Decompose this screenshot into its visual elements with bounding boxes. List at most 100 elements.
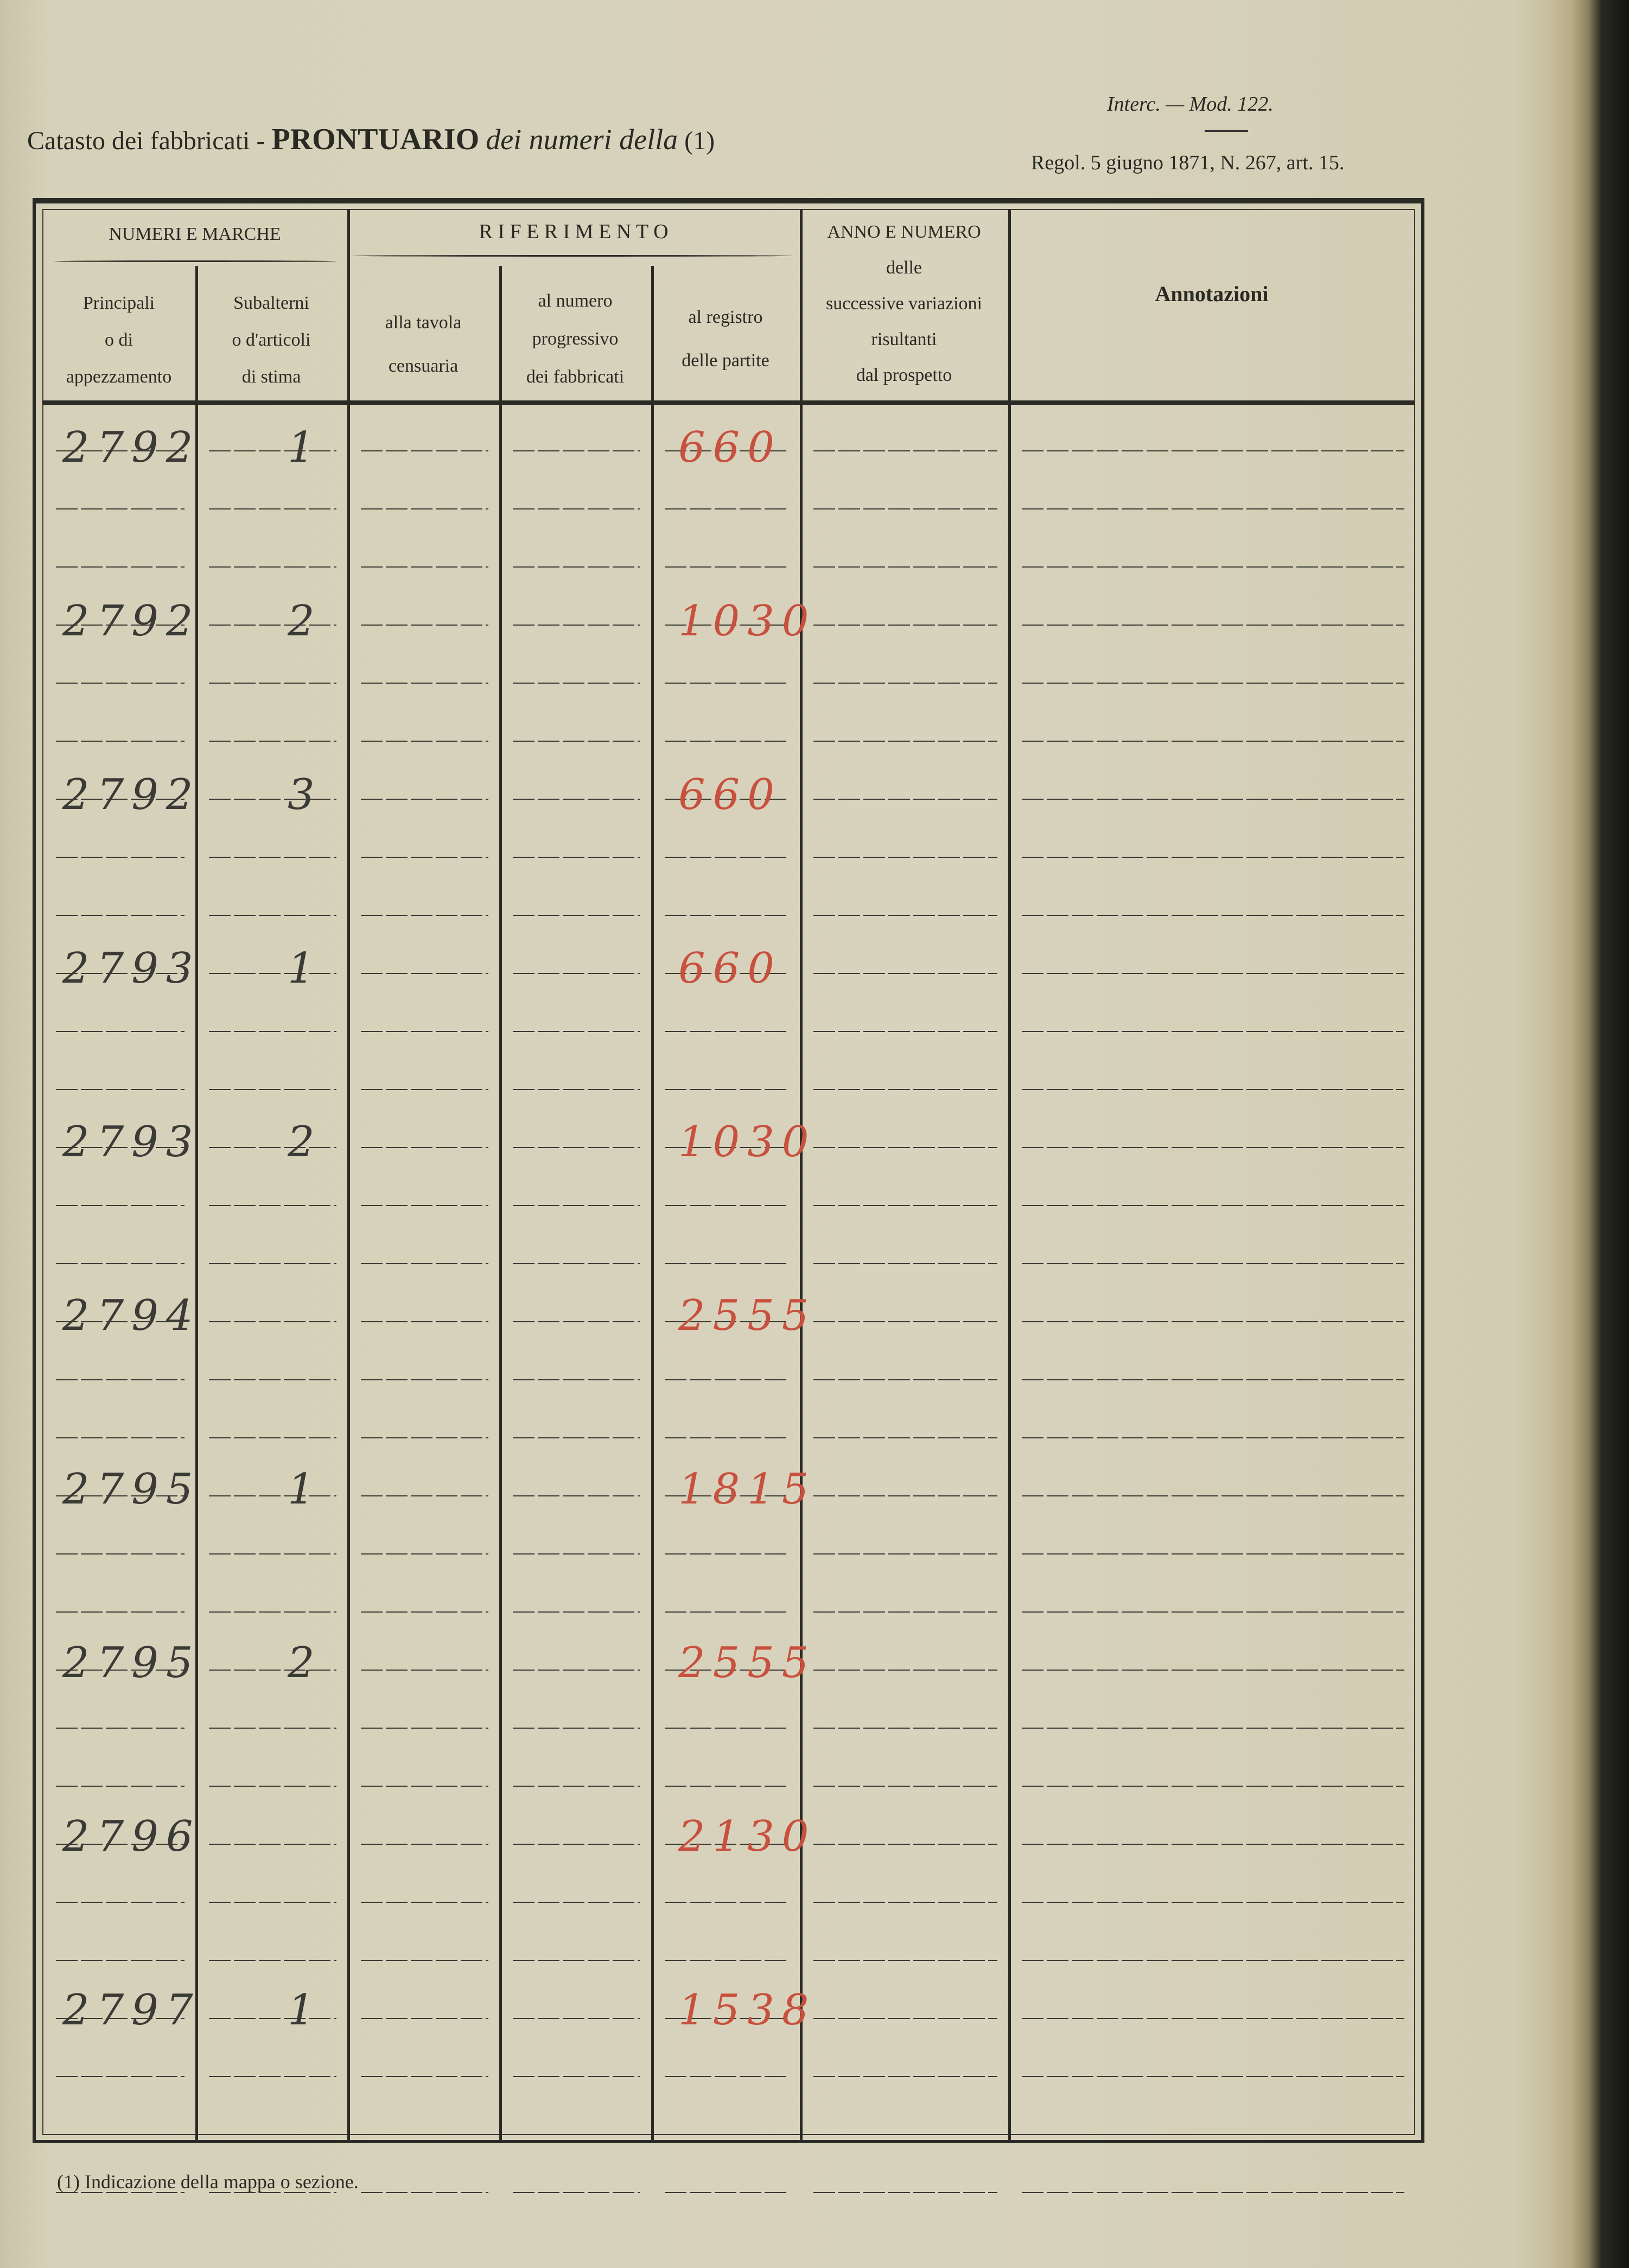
column-divider — [800, 209, 803, 2140]
ruled-line — [361, 566, 488, 568]
title-bold: PRONTUARIO — [271, 123, 480, 156]
principale-number: 2792 — [62, 770, 201, 819]
ruled-line — [1022, 1263, 1404, 1264]
principale-number: 2792 — [62, 597, 201, 646]
registro-partita: 1538 — [678, 1986, 817, 2035]
ruled-line — [665, 1611, 789, 1613]
ruled-line — [513, 915, 640, 916]
ruled-line — [209, 799, 336, 800]
ruled-line — [665, 625, 789, 626]
column-header-principali: Principali o di appezzamento — [42, 285, 195, 396]
registro-partita: 660 — [678, 770, 782, 819]
ruled-line — [665, 508, 789, 509]
ruled-line — [513, 741, 640, 742]
ruled-line — [665, 2134, 789, 2135]
ruled-line — [1022, 625, 1404, 626]
registro-partita: 2555 — [678, 1639, 817, 1687]
header-line: risultanti — [871, 329, 937, 349]
ruled-line — [813, 625, 997, 626]
principale-number: 2797 — [62, 1986, 201, 2035]
ruled-line — [665, 683, 789, 684]
registro-partita: 1815 — [678, 1465, 817, 1514]
ruled-line — [209, 1031, 336, 1032]
subalterno-number: 1 — [288, 1986, 322, 2035]
ruled-line — [665, 1960, 789, 1961]
column-header-subalterni: Subalterni o d'articoli di stima — [195, 285, 347, 396]
ruled-line — [813, 973, 997, 974]
ruled-line — [665, 1205, 789, 1206]
registro-partita: 1030 — [678, 597, 817, 646]
ruled-line — [361, 1205, 488, 1206]
ruled-line — [361, 1263, 488, 1264]
ruled-line — [56, 1611, 184, 1613]
ruled-line — [56, 1321, 184, 1322]
ruled-line — [1022, 1844, 1404, 1845]
ruled-line — [665, 741, 789, 742]
ruled-line — [1022, 566, 1404, 568]
ruled-line — [56, 1902, 184, 1903]
ruled-line — [361, 508, 488, 509]
ruled-line — [665, 2192, 789, 2193]
ruled-line — [1022, 799, 1404, 800]
ruled-line — [209, 1670, 336, 1671]
ruled-line — [513, 508, 640, 509]
principale-number: 2792 — [62, 423, 201, 472]
ruled-line — [665, 973, 789, 974]
ruled-line — [209, 1205, 336, 1206]
ruled-line — [813, 1379, 997, 1380]
header-line: successive variazioni — [826, 294, 982, 314]
ruled-line — [56, 1089, 184, 1090]
ruled-line — [513, 2018, 640, 2019]
ruled-line — [513, 1205, 640, 1206]
header-rule — [42, 400, 1415, 405]
subalterno-number: 1 — [288, 423, 322, 472]
ruled-line — [209, 1379, 336, 1380]
ruled-line — [1022, 741, 1404, 742]
ruled-line — [209, 1728, 336, 1729]
ruled-line — [1022, 2134, 1404, 2135]
ruled-line — [56, 857, 184, 858]
ruled-line — [513, 1960, 640, 1961]
ruled-line — [209, 1611, 336, 1613]
ruled-line — [813, 450, 997, 451]
ruled-line — [209, 1844, 336, 1845]
subalterno-number: 1 — [288, 944, 322, 993]
ruled-line — [513, 625, 640, 626]
subalterno-number: 2 — [288, 597, 322, 646]
ruled-line — [1022, 1495, 1404, 1496]
ruled-line — [1022, 973, 1404, 974]
registro-partita: 660 — [678, 423, 782, 472]
ruled-line — [1022, 1147, 1404, 1148]
ruled-line — [56, 683, 184, 684]
ruled-line — [361, 973, 488, 974]
ruled-line — [513, 1611, 640, 1613]
ruled-line — [813, 1205, 997, 1206]
ruled-line — [209, 1495, 336, 1496]
ruled-line — [665, 799, 789, 800]
ruled-line — [209, 683, 336, 684]
ruled-line — [665, 566, 789, 568]
ruled-line — [513, 1495, 640, 1496]
registro-partita: 2130 — [678, 1812, 817, 1861]
ruled-line — [813, 1321, 997, 1322]
ruled-line — [56, 1379, 184, 1380]
ruled-line — [361, 2134, 488, 2135]
header-line: ANNO E NUMERO — [827, 222, 981, 242]
column-divider — [499, 266, 502, 2140]
ruled-line — [1022, 2192, 1404, 2193]
header-line: progressivo — [532, 329, 619, 349]
ruled-line — [665, 1263, 789, 1264]
ruled-line — [813, 1670, 997, 1671]
ruled-line — [209, 1321, 336, 1322]
ruled-line — [361, 2192, 488, 2193]
ruled-line — [665, 2018, 789, 2019]
ruled-line — [209, 1553, 336, 1555]
ruled-line — [56, 1553, 184, 1555]
ruled-line — [813, 1089, 997, 1090]
ruled-line — [361, 450, 488, 451]
ruled-line — [665, 2076, 789, 2077]
ruled-line — [209, 973, 336, 974]
ruled-line — [361, 1728, 488, 1729]
ruled-line — [56, 1263, 184, 1264]
ruled-line — [361, 625, 488, 626]
